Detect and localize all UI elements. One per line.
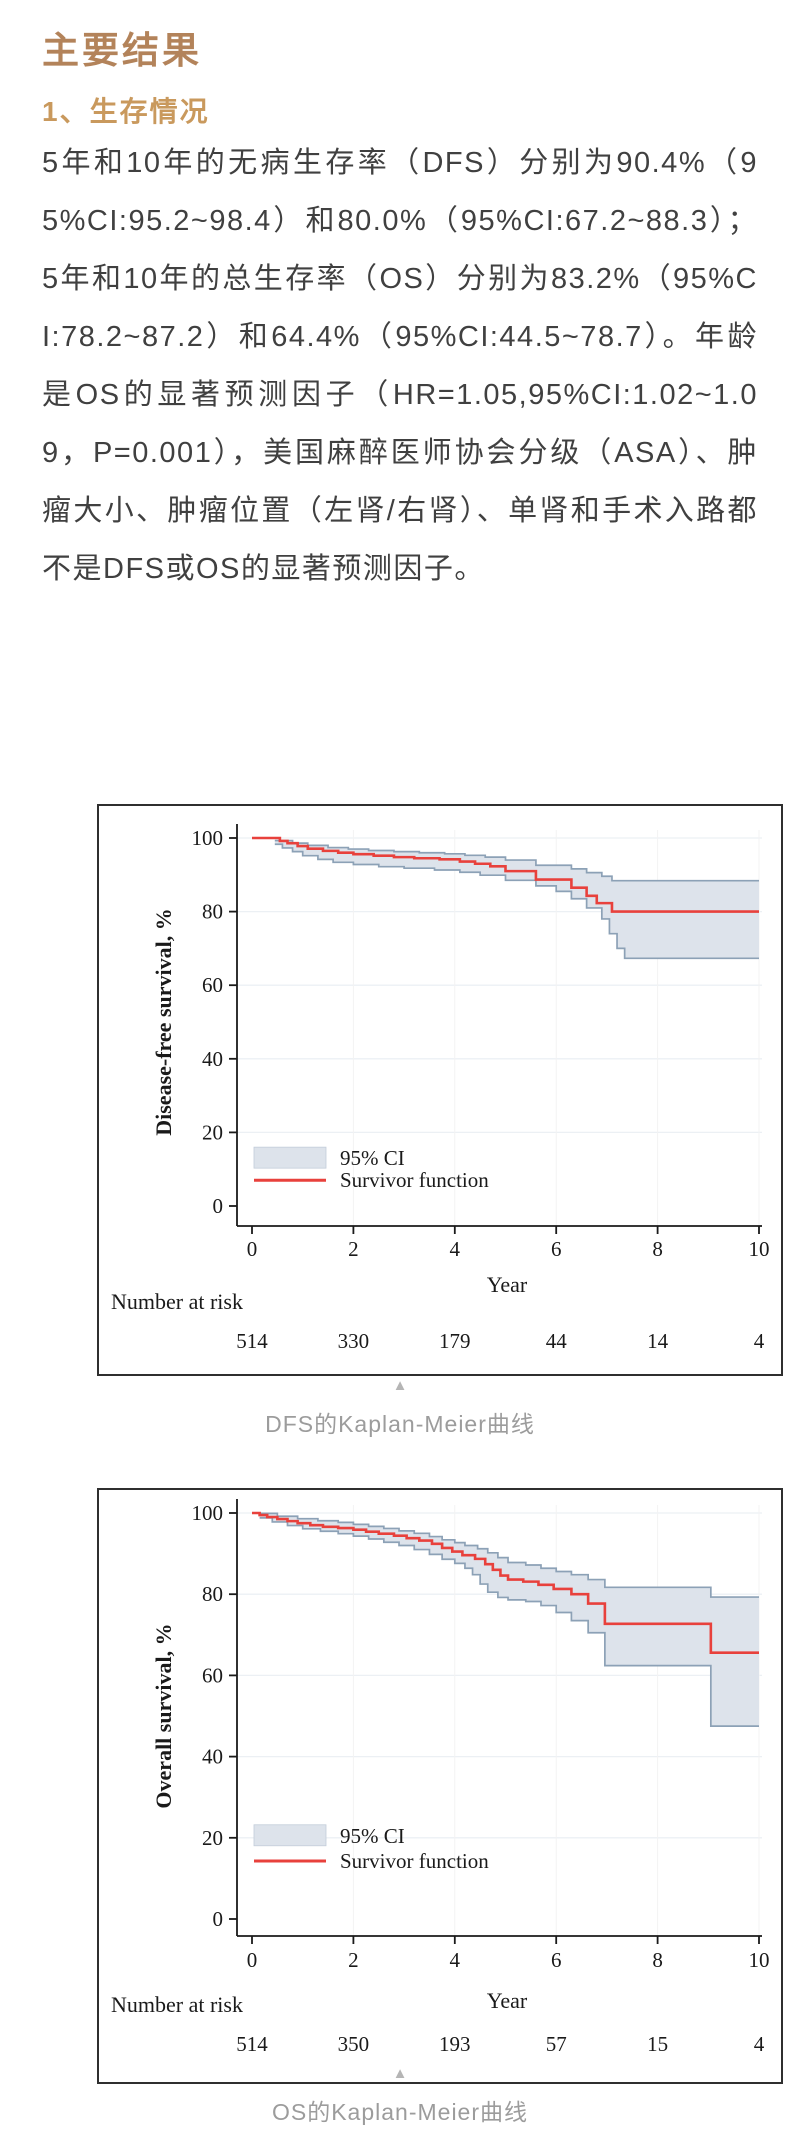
svg-text:Year: Year [487, 1272, 528, 1297]
svg-text:95% CI: 95% CI [340, 1824, 405, 1848]
svg-text:330: 330 [338, 1329, 370, 1353]
caption-triangle-icon: ▲ [392, 1377, 408, 1394]
svg-text:179: 179 [439, 1329, 471, 1353]
svg-text:2: 2 [348, 1237, 359, 1261]
svg-text:10: 10 [749, 1948, 770, 1972]
svg-text:40: 40 [202, 1047, 223, 1071]
svg-text:10: 10 [749, 1237, 770, 1261]
os-km-chart: 0 20 40 60 80 100 0 2 4 6 8 10 Overall survival, % 95… [97, 1488, 783, 2084]
svg-text:0: 0 [247, 1237, 258, 1261]
svg-text:Disease-free survival, %: Disease-free survival, % [151, 908, 176, 1136]
svg-text:4: 4 [450, 1948, 461, 1972]
svg-text:15: 15 [647, 2032, 668, 2056]
svg-text:100: 100 [192, 1501, 224, 1525]
svg-text:Survivor function: Survivor function [340, 1849, 489, 1873]
os-km-chart-svg: 0 20 40 60 80 100 0 2 4 6 8 10 Overall survival, % 95… [111, 1499, 770, 2056]
svg-text:40: 40 [202, 1745, 223, 1769]
svg-text:14: 14 [647, 1329, 669, 1353]
dfs-km-chart: 0 20 40 60 80 100 0 2 4 6 8 10 Disease-free survival… [97, 804, 783, 1376]
svg-text:4: 4 [754, 1329, 765, 1353]
svg-text:20: 20 [202, 1120, 223, 1144]
dfs-chart-caption: ▲ DFS的Kaplan-Meier曲线 [0, 1378, 800, 1439]
svg-text:60: 60 [202, 973, 223, 997]
os-caption-text: OS的Kaplan-Meier曲线 [271, 2099, 529, 2125]
body-paragraph: 5年和10年的无病生存率（DFS）分别为90.4%（95%CI:95.2~98.… [42, 147, 758, 585]
svg-text:0: 0 [247, 1948, 258, 1972]
svg-text:80: 80 [202, 1582, 223, 1606]
svg-text:2: 2 [348, 1948, 359, 1972]
page-title: 主要结果 [42, 31, 202, 72]
section-heading: 1、生存情况 [42, 96, 210, 127]
svg-text:6: 6 [551, 1948, 562, 1972]
svg-text:514: 514 [236, 1329, 268, 1353]
dfs-caption-text: DFS的Kaplan-Meier曲线 [265, 1411, 535, 1437]
svg-text:Number at risk: Number at risk [111, 1289, 243, 1314]
os-chart-caption: ▲ OS的Kaplan-Meier曲线 [0, 2066, 800, 2127]
svg-text:8: 8 [652, 1237, 663, 1261]
svg-text:4: 4 [754, 2032, 765, 2056]
svg-text:6: 6 [551, 1237, 562, 1261]
svg-text:Overall survival, %: Overall survival, % [151, 1623, 176, 1808]
svg-text:44: 44 [546, 1329, 568, 1353]
dfs-km-chart-svg: 0 20 40 60 80 100 0 2 4 6 8 10 Disease-free survival… [111, 824, 770, 1353]
svg-text:100: 100 [192, 826, 224, 850]
svg-text:60: 60 [202, 1663, 223, 1687]
svg-text:95% CI: 95% CI [340, 1146, 405, 1170]
svg-text:0: 0 [213, 1194, 224, 1218]
svg-text:80: 80 [202, 900, 223, 924]
svg-text:20: 20 [202, 1826, 223, 1850]
svg-text:4: 4 [450, 1237, 461, 1261]
svg-text:350: 350 [338, 2032, 370, 2056]
svg-text:Number at risk: Number at risk [111, 1992, 243, 2017]
svg-text:0: 0 [213, 1907, 224, 1931]
svg-text:Survivor function: Survivor function [340, 1168, 489, 1192]
svg-text:193: 193 [439, 2032, 471, 2056]
caption-triangle-icon: ▲ [392, 2065, 408, 2082]
svg-text:57: 57 [546, 2032, 567, 2056]
svg-text:Year: Year [487, 1988, 528, 2013]
svg-text:514: 514 [236, 2032, 268, 2056]
svg-text:8: 8 [652, 1948, 663, 1972]
